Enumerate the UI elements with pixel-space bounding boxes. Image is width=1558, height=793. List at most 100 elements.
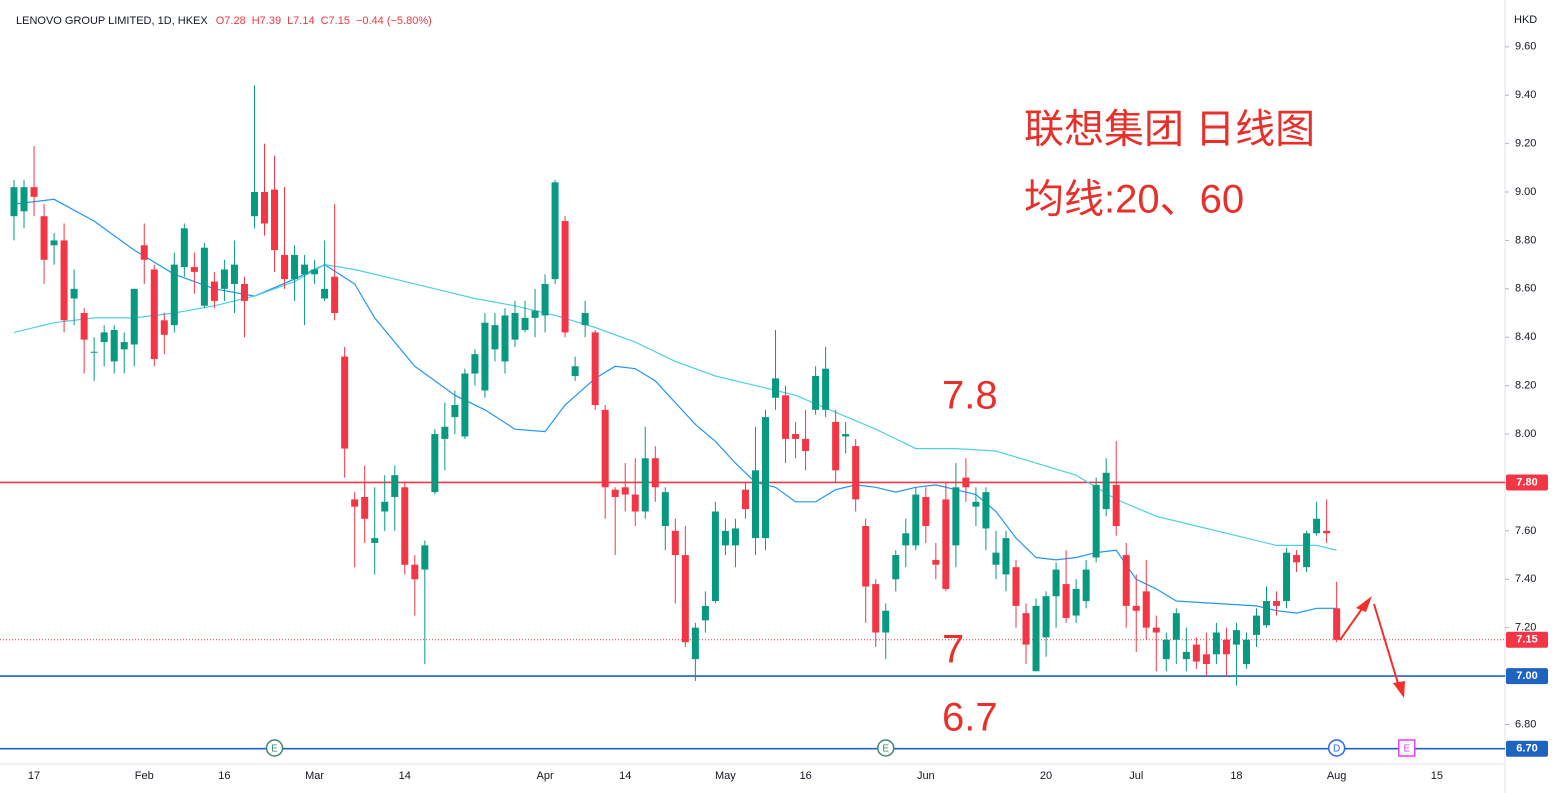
candle-body [501,315,509,362]
candle-body [421,545,429,570]
candle-body [832,421,840,471]
candle-body [180,228,188,268]
candle-body [852,446,860,500]
candle-body [802,438,810,451]
candle-body [1102,472,1110,510]
candle-body [261,192,268,224]
candle-body [100,332,108,343]
candle-body [892,555,900,580]
candle-body [1333,608,1341,640]
candle-body [661,492,669,527]
x-tick-label: 17 [28,770,40,782]
annotation: 7.8 [942,374,998,418]
arrow-down [1373,603,1401,691]
chart-subtitle: 均线:20、60 [1024,178,1244,222]
candle-body [1072,588,1080,616]
candle-body [281,254,289,280]
candle-body [190,267,198,272]
event-marker [265,739,284,757]
candle-body [1002,538,1010,575]
currency: HKD [1514,14,1537,26]
x-tick-label: Jul [1129,770,1143,782]
candle-body [721,530,729,546]
ohlc-open: O7.28 [216,15,246,27]
price-label-box [1506,740,1548,757]
candle-body [1162,639,1170,660]
ohlc-close: C7.15 [321,15,350,27]
candle-body [571,366,579,376]
candle-body [651,458,659,488]
event-label: E [271,744,278,755]
x-tick-label: 20 [1040,770,1052,782]
annotation: 6.7 [942,696,998,740]
candle-body [762,417,769,539]
candle-body [551,182,559,280]
y-tick-label: 8.60 [1515,283,1536,295]
x-tick-label: May [715,770,736,782]
candle-body [711,511,719,602]
candle-body [1082,569,1090,602]
candle-body [611,489,619,497]
candle-body [160,320,168,335]
candle-body [20,187,28,212]
candle-body [381,501,389,512]
chart-title: 联想集团 日线图 [1024,108,1315,152]
candle-body [671,530,679,556]
y-tick-label: 8.20 [1515,380,1536,392]
x-tick-label: 14 [399,770,411,782]
candle-body [1122,555,1130,606]
x-tick-label: Apr [536,770,553,782]
y-tick-label: 9.60 [1515,41,1536,53]
candle-body [220,269,228,289]
event-label: E [882,744,889,755]
event-marker [876,739,895,757]
candle-body [521,317,529,330]
candle-body [230,264,238,284]
candle-body [150,269,158,360]
y-tick-label: 8.00 [1515,428,1536,440]
candle-body [842,434,850,437]
candle-body [481,322,489,391]
candle-body [731,528,739,546]
candle-body [641,458,649,512]
candle-body [751,470,759,539]
candle-body [110,329,118,362]
candle-body [862,526,870,587]
candle-body [1012,567,1020,606]
candle-body [1172,613,1180,640]
x-tick-label: 16 [799,770,811,782]
candle-body [250,192,258,217]
candle-body [130,288,138,345]
candle-body [120,342,128,350]
x-tick-label: 15 [1431,770,1443,782]
candle-body [1212,632,1220,655]
candle-body [1192,644,1200,662]
candle-body [531,310,539,318]
candle-body [1283,552,1291,602]
candle-body [982,492,990,529]
ohlc-low: L7.14 [287,15,315,27]
price-label: 6.70 [1516,743,1537,755]
x-tick-label: 16 [218,770,230,782]
candle-body [451,404,459,418]
candle-body [1273,601,1281,606]
y-tick-label: 7.20 [1515,622,1536,634]
candle-body [631,494,639,512]
price-label: 7.80 [1516,476,1537,488]
candle-body [1092,484,1100,558]
candle-body [601,409,609,488]
x-tick-label: 14 [619,770,631,782]
candle-body [291,254,299,280]
candle-body [1132,605,1140,611]
price-label-box [1506,474,1548,491]
price-label: 7.00 [1516,670,1537,682]
candle-body [321,288,329,299]
candle-body [461,373,469,437]
y-tick-label: 9.00 [1515,186,1536,198]
candle-body [371,538,379,543]
candle-body [10,187,18,217]
chart-header: LENOVO GROUP LIMITED, 1D, HKEX O7.28 H7.39… [16,15,432,27]
candle-body [561,221,569,333]
candle-body [511,313,519,340]
